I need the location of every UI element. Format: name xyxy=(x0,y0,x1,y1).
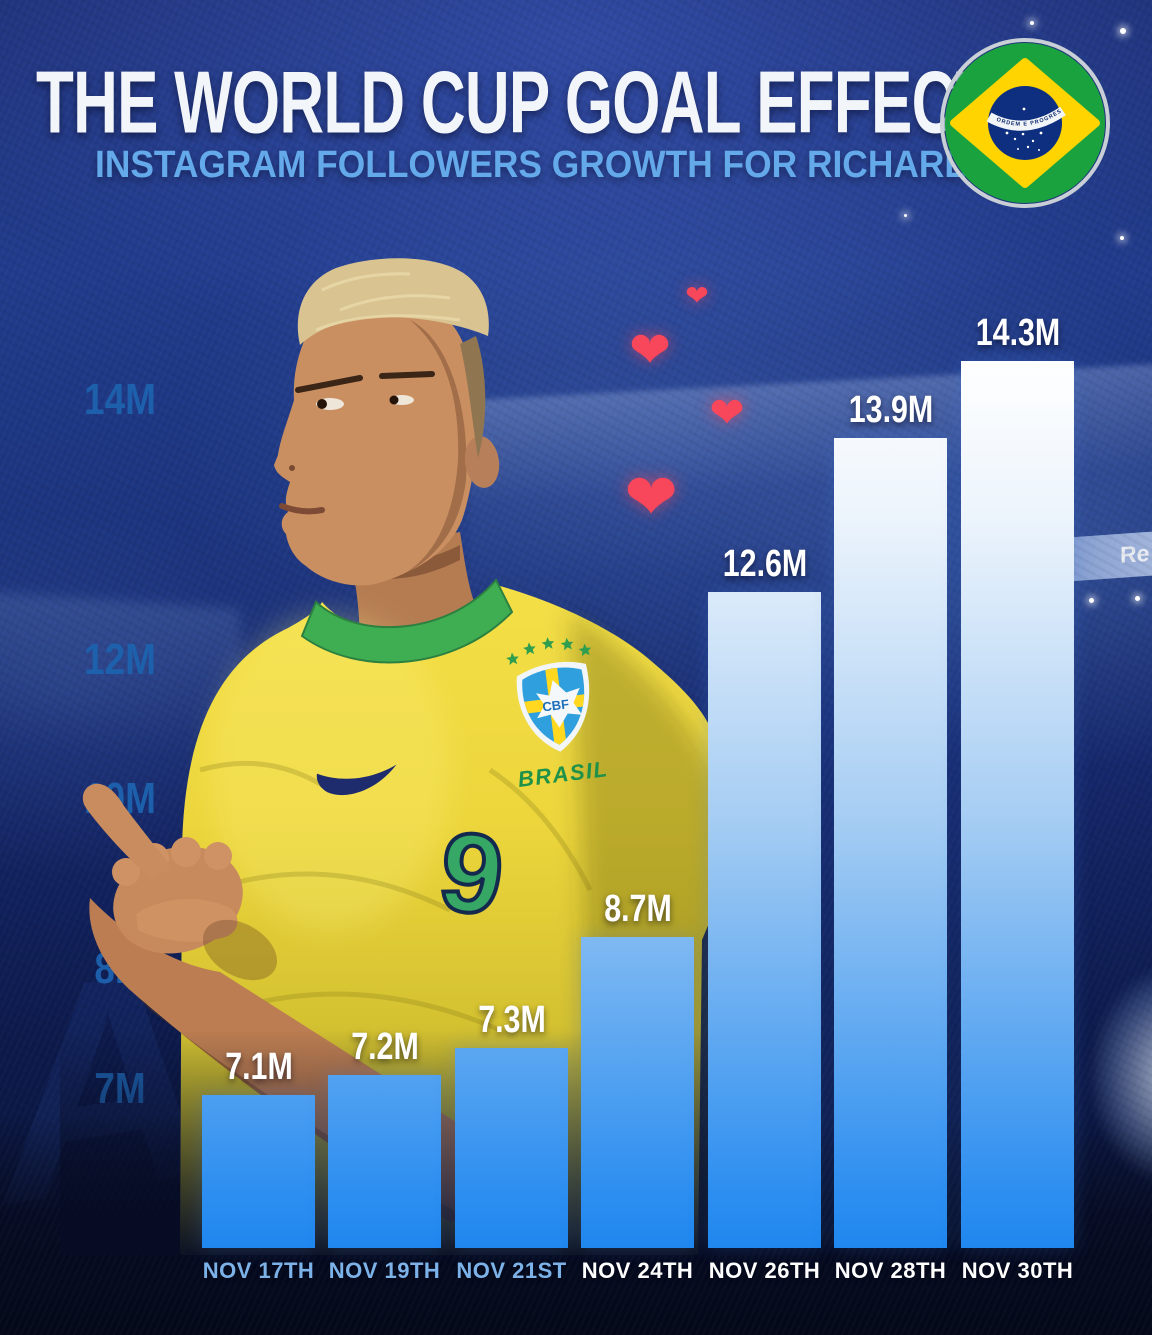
eyes xyxy=(295,371,435,410)
x-axis-label-nov-28th: NOV 28TH xyxy=(834,1258,947,1283)
hair-shaved-side xyxy=(460,336,486,458)
heart-icon: ❤ xyxy=(685,280,709,311)
bar-value-nov-28th: 13.9M xyxy=(848,389,933,431)
bar-value-nov-26th: 12.6M xyxy=(722,543,807,585)
sparkle-dot xyxy=(1120,28,1126,34)
jersey-highlight xyxy=(210,610,450,930)
nike-swoosh-icon xyxy=(316,764,397,796)
thumb xyxy=(136,899,238,942)
bar-value-nov-24th: 8.7M xyxy=(603,888,672,930)
bar-nov-26th xyxy=(708,592,821,1248)
face xyxy=(274,303,477,586)
ear xyxy=(464,436,500,488)
bar-nov-24th xyxy=(581,937,694,1248)
x-axis-label-nov-19th: NOV 19TH xyxy=(328,1258,441,1283)
mouth xyxy=(279,503,325,515)
wrist-shadow xyxy=(203,919,277,981)
sparkle-dot xyxy=(1135,596,1140,601)
x-axis-label-nov-24th: NOV 24TH xyxy=(581,1258,694,1283)
heart-icon: ❤ xyxy=(629,322,671,378)
sparkle-dot xyxy=(904,214,907,217)
jersey-collar xyxy=(300,578,514,664)
jersey-wrinkles xyxy=(199,760,593,1033)
index-finger xyxy=(82,783,172,878)
bar-value-nov-21st: 7.3M xyxy=(477,999,546,1041)
face-shading xyxy=(396,320,467,578)
brazil-flag-icon: ORDEM E PROGRESSO xyxy=(940,38,1110,208)
crest-cbf-text: CBF xyxy=(542,696,570,714)
heart-icon: ❤ xyxy=(709,389,745,436)
bar-nov-28th xyxy=(834,438,947,1248)
nostril xyxy=(289,465,295,471)
flag-stars xyxy=(1005,107,1043,151)
y-axis-tick-12m: 12M xyxy=(84,635,156,684)
sparkle-dot xyxy=(1089,598,1094,603)
bar-nov-30th xyxy=(961,361,1074,1248)
x-axis-label-nov-30th: NOV 30TH xyxy=(961,1258,1074,1283)
y-axis-tick-14m: 14M xyxy=(84,375,156,424)
bar-value-nov-19th: 7.2M xyxy=(350,1026,419,1068)
hair-texture xyxy=(315,272,461,332)
sparkle-dot xyxy=(1120,236,1124,240)
x-axis-label-nov-17th: NOV 17TH xyxy=(202,1258,315,1283)
sparkle-dot xyxy=(1030,21,1034,25)
bar-value-nov-30th: 14.3M xyxy=(975,312,1060,354)
bar-nov-21st xyxy=(455,1048,568,1248)
ad-text: Re xyxy=(1120,539,1150,568)
heart-icon: ❤ xyxy=(624,461,678,533)
bar-nov-17th xyxy=(202,1095,315,1248)
page-subtitle: INSTAGRAM FOLLOWERS GROWTH FOR RICHARLIS… xyxy=(95,144,1053,186)
bar-value-nov-17th: 7.1M xyxy=(224,1046,293,1088)
x-axis-label-nov-21st: NOV 21ST xyxy=(456,1258,567,1283)
bar-nov-19th xyxy=(328,1075,441,1248)
page-title: THE WORLD CUP GOAL EFFECT xyxy=(36,53,993,152)
x-axis-label-nov-26th: NOV 26TH xyxy=(708,1258,821,1283)
